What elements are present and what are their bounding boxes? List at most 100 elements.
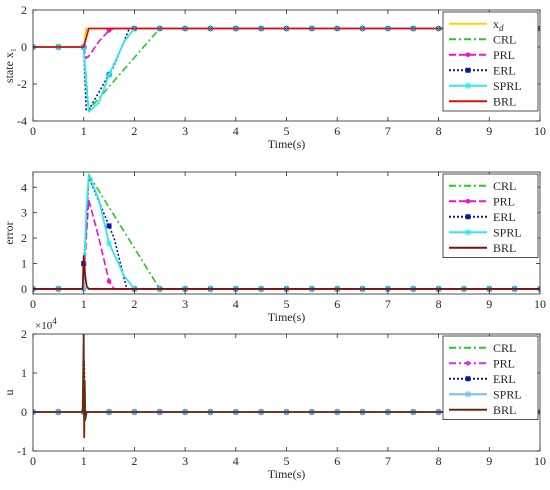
y-axis-label: u <box>2 390 16 396</box>
series-marker-prl <box>106 278 112 284</box>
legend-label-text: ERL <box>493 372 516 386</box>
series-line-brl <box>33 27 540 48</box>
y-tick-label: 2 <box>21 231 27 245</box>
legend-label-crl: CRL <box>493 341 516 355</box>
legend-label-text: x <box>493 17 499 31</box>
legend-marker-erl <box>465 376 471 382</box>
series-marker-sprl <box>105 239 113 247</box>
legend-label-crl: CRL <box>493 179 516 193</box>
x-tick-label: 0 <box>30 124 36 138</box>
y-tick-label: 2 <box>21 327 27 341</box>
legend-label-prl: PRL <box>493 356 515 370</box>
x-tick-label: 9 <box>486 124 492 138</box>
x-tick-label: 9 <box>486 297 492 311</box>
legend-label-text: SPRL <box>493 387 522 401</box>
legend-marker-prl <box>465 360 471 366</box>
x-tick-label: 1 <box>81 454 87 468</box>
x-tick-label: 5 <box>284 297 290 311</box>
legend-label-text: SPRL <box>493 225 522 239</box>
legend-marker-prl <box>465 198 471 204</box>
x-tick-label: 3 <box>182 124 188 138</box>
y-tick-label: 0 <box>21 282 27 296</box>
x-tick-label: 0 <box>30 454 36 468</box>
x-tick-label: 0 <box>30 297 36 311</box>
x-tick-label: 7 <box>385 124 391 138</box>
y-tick-label: -2 <box>17 77 27 91</box>
x-tick-label: 1 <box>81 124 87 138</box>
series-line-sprl <box>33 27 540 113</box>
legend-label-brl: BRL <box>493 94 516 108</box>
legend-label-erl: ERL <box>493 63 516 77</box>
exponent-power: 4 <box>52 316 57 326</box>
y-tick-label: 3 <box>21 206 27 220</box>
x-tick-label: 5 <box>284 124 290 138</box>
exponent-label: ×104 <box>35 316 57 332</box>
x-axis-label: Time(s) <box>268 467 306 481</box>
legend-label-text: BRL <box>493 241 516 255</box>
y-axis-label: state x₁ <box>2 48 16 83</box>
legend-marker-erl <box>465 214 471 220</box>
x-tick-label: 8 <box>436 124 442 138</box>
legend-marker-erl <box>465 67 471 73</box>
y-tick-label: 1 <box>21 257 27 271</box>
y-tick-label: 4 <box>21 180 27 194</box>
series-marker-sprl <box>80 285 88 293</box>
exponent-base: ×10 <box>35 320 53 332</box>
legend-marker-sprl <box>464 82 472 90</box>
x-tick-label: 7 <box>385 454 391 468</box>
x-tick-label: 10 <box>534 297 546 311</box>
y-tick-label: -4 <box>17 114 27 128</box>
legend-marker-sprl <box>464 228 472 236</box>
x-tick-label: 4 <box>233 297 239 311</box>
x-tick-label: 6 <box>334 454 340 468</box>
x-tick-label: 1 <box>81 297 87 311</box>
x-tick-label: 8 <box>436 454 442 468</box>
legend-label-sprl: SPRL <box>493 387 522 401</box>
legend-label-text: CRL <box>493 32 516 46</box>
x-tick-label: 4 <box>233 124 239 138</box>
x-tick-label: 4 <box>233 454 239 468</box>
legend-label-text: CRL <box>493 179 516 193</box>
legend-label-text: CRL <box>493 341 516 355</box>
legend-label-brl: BRL <box>493 241 516 255</box>
legend-label-erl: ERL <box>493 210 516 224</box>
x-tick-label: 2 <box>131 124 137 138</box>
x-tick-label: 10 <box>534 124 546 138</box>
y-tick-label: -1 <box>17 444 27 458</box>
y-tick-label: 2 <box>21 3 27 17</box>
series-marker-erl <box>106 223 112 229</box>
legend-label-sprl: SPRL <box>493 225 522 239</box>
x-axis-label: Time(s) <box>268 137 306 151</box>
legend-label-sprl: SPRL <box>493 79 522 93</box>
legend-marker-sprl <box>464 390 472 398</box>
x-tick-label: 6 <box>334 124 340 138</box>
legend-label-brl: BRL <box>493 403 516 417</box>
x-tick-label: 2 <box>131 454 137 468</box>
legend-label-erl: ERL <box>493 372 516 386</box>
y-tick-label: 1 <box>21 366 27 380</box>
chart-3: 0 1 2 3 4 5 6 7 8 9 10-1012Time(s)u×104CRLPRLERLSP… <box>2 316 546 481</box>
series-group <box>33 334 540 439</box>
legend-label-text: BRL <box>493 403 516 417</box>
x-tick-label: 7 <box>385 297 391 311</box>
x-tick-label: 5 <box>284 454 290 468</box>
legend-marker-prl <box>465 52 471 58</box>
legend-label-text: ERL <box>493 63 516 77</box>
series-group <box>33 173 540 293</box>
legend-label-text: PRL <box>493 48 515 62</box>
legend-label-text: PRL <box>493 356 515 370</box>
x-tick-label: 8 <box>436 297 442 311</box>
y-axis-label: error <box>2 221 16 244</box>
legend-label-text: PRL <box>493 194 515 208</box>
x-tick-label: 10 <box>534 454 546 468</box>
series-line-brl <box>33 254 540 290</box>
series-marker-sprl <box>105 71 113 79</box>
legend-label-text: SPRL <box>493 79 522 93</box>
x-tick-label: 3 <box>182 454 188 468</box>
legend-label-text: ERL <box>493 210 516 224</box>
